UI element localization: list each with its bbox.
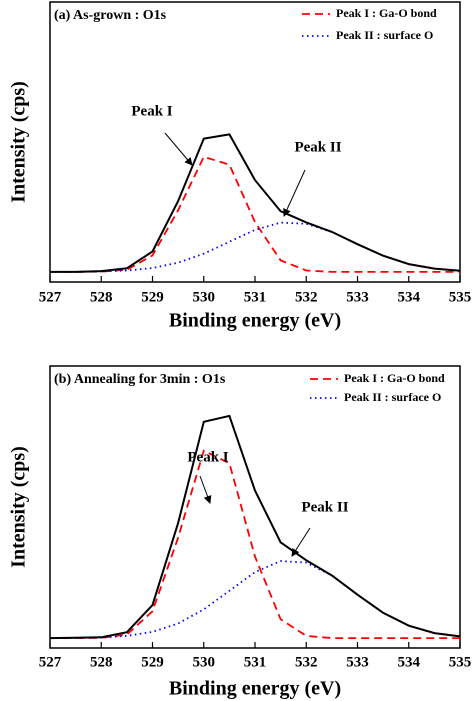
- annotation: Peak I: [131, 103, 172, 119]
- y-axis-label: Intensity (cps): [8, 81, 30, 203]
- annotation: Peak II: [301, 499, 348, 515]
- plot-frame: [49, 365, 461, 649]
- x-tick-label: 534: [398, 289, 421, 305]
- legend-label: Peak I : Ga-O bond: [344, 371, 445, 385]
- x-tick-label: 532: [295, 654, 318, 670]
- curve: [50, 133, 461, 273]
- x-tick-label: 533: [346, 289, 369, 305]
- legend-label: Peak II : surface O: [344, 390, 441, 404]
- annotation: Peak II: [294, 139, 341, 155]
- annotation-arrow: [164, 132, 193, 166]
- x-tick-label: 529: [141, 654, 164, 670]
- annotation: Peak I: [187, 449, 228, 465]
- x-tick-label: 528: [90, 654, 113, 670]
- x-tick-label: 530: [193, 289, 216, 305]
- x-tick-label: 527: [39, 654, 62, 670]
- curve: [50, 155, 460, 273]
- x-tick-label: 534: [398, 654, 421, 670]
- x-tick-label: 532: [295, 289, 318, 305]
- x-tick-label: 530: [193, 654, 216, 670]
- x-tick-label: 531: [244, 654, 267, 670]
- x-axis-label: Binding energy (eV): [169, 310, 341, 332]
- annotation-arrow: [291, 527, 311, 557]
- x-tick-label: 528: [90, 289, 113, 305]
- x-tick-label: 531: [244, 289, 267, 305]
- curve: [49, 414, 461, 640]
- x-tick-label: 535: [449, 289, 472, 305]
- annotation-arrow: [199, 475, 212, 504]
- legend-label: Peak II : surface O: [336, 28, 433, 42]
- panel-title: (b) Annealing for 3min : O1s: [54, 372, 226, 387]
- x-tick-label: 527: [39, 289, 62, 305]
- y-axis-label: Intensity (cps): [8, 446, 30, 568]
- curve: [49, 560, 461, 639]
- curve: [50, 449, 460, 639]
- legend-label: Peak I : Ga-O bond: [336, 6, 437, 20]
- x-tick-label: 529: [141, 289, 164, 305]
- x-axis-label: Binding energy (eV): [169, 678, 341, 700]
- annotation-arrow: [283, 169, 306, 217]
- x-tick-label: 533: [346, 654, 369, 670]
- x-tick-label: 535: [449, 654, 472, 670]
- plot-frame: [49, 1, 461, 283]
- panel-title: (a) As-grown : O1s: [54, 8, 167, 23]
- curve: [50, 221, 461, 273]
